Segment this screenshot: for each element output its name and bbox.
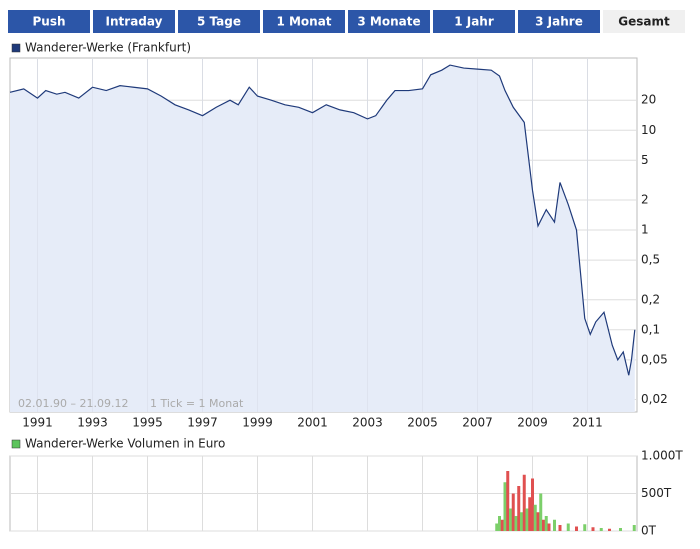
volume-bar bbox=[599, 528, 603, 531]
y-tick-label: 5 bbox=[641, 153, 649, 167]
x-tick-label: 1993 bbox=[77, 416, 108, 430]
tab[interactable] bbox=[263, 10, 345, 33]
volume-bar bbox=[525, 508, 529, 531]
volume-bar bbox=[536, 512, 540, 531]
y-tick-label: 20 bbox=[641, 93, 656, 107]
x-tick-label: 2011 bbox=[572, 416, 603, 430]
y-tick-label: 0,2 bbox=[641, 292, 660, 306]
tab[interactable] bbox=[348, 10, 430, 33]
volume-bar bbox=[503, 482, 507, 531]
volume-bar bbox=[591, 527, 595, 531]
volume-bar bbox=[583, 524, 587, 531]
tab-label[interactable]: 1 Jahr bbox=[454, 15, 494, 29]
volume-bar bbox=[498, 516, 501, 531]
y-tick-label: 0,02 bbox=[641, 392, 668, 406]
legend-swatch bbox=[11, 439, 21, 449]
tab[interactable] bbox=[433, 10, 515, 33]
volume-bar bbox=[509, 508, 512, 531]
price-line bbox=[9, 64, 636, 376]
volume-bar bbox=[528, 497, 532, 531]
volume-bar bbox=[544, 516, 548, 531]
tab[interactable] bbox=[8, 10, 90, 33]
volume-bar bbox=[520, 512, 523, 531]
volume-bar bbox=[575, 526, 578, 531]
volume-bar bbox=[506, 471, 510, 531]
y-tick-label: 0,5 bbox=[641, 253, 660, 267]
tab-label[interactable]: 3 Jahre bbox=[535, 15, 583, 29]
tab-label[interactable]: Push bbox=[32, 15, 65, 29]
y-tick-label: 2 bbox=[641, 192, 649, 206]
price-area bbox=[10, 65, 635, 413]
tab-label[interactable]: 5 Tage bbox=[197, 15, 241, 29]
volume-bar bbox=[566, 523, 570, 531]
legend-swatch bbox=[11, 43, 21, 53]
legend-label: Wanderer-Werke Volumen in Euro bbox=[25, 437, 225, 451]
volume-bar bbox=[533, 504, 537, 531]
x-tick-label: 1997 bbox=[187, 416, 218, 430]
volume-bar bbox=[531, 478, 534, 531]
y-tick-label: 0,1 bbox=[641, 322, 660, 336]
volume-bar bbox=[522, 474, 526, 531]
tab-label[interactable]: 1 Monat bbox=[276, 15, 331, 29]
volume-bar bbox=[608, 528, 611, 531]
y-tick-label: 500T bbox=[641, 486, 672, 500]
volume-bar bbox=[495, 523, 499, 531]
volume-bar bbox=[619, 528, 622, 531]
y-tick-label: 1.000T bbox=[641, 449, 683, 463]
volume-bar bbox=[553, 519, 556, 531]
x-tick-label: 2001 bbox=[297, 416, 328, 430]
y-tick-label: 10 bbox=[641, 123, 656, 137]
volume-bar bbox=[542, 519, 545, 531]
y-tick-label: 1 bbox=[641, 223, 649, 237]
tab[interactable] bbox=[178, 10, 260, 33]
x-tick-label: 2003 bbox=[352, 416, 383, 430]
x-tick-label: 2005 bbox=[407, 416, 438, 430]
tab[interactable] bbox=[603, 10, 685, 33]
x-tick-label: 1995 bbox=[132, 416, 163, 430]
tab-label[interactable]: Gesamt bbox=[618, 15, 670, 29]
tab[interactable] bbox=[518, 10, 600, 33]
annotation: 02.01.90 – 21.09.12 bbox=[18, 397, 128, 410]
volume-bar bbox=[511, 493, 515, 531]
volume-bar bbox=[558, 525, 562, 531]
volume-bar bbox=[547, 523, 551, 531]
tab-label[interactable]: 3 Monate bbox=[357, 15, 420, 29]
legend-label: Wanderer-Werke (Frankfurt) bbox=[25, 41, 191, 55]
y-tick-label: 0T bbox=[641, 524, 657, 538]
volume-bar bbox=[632, 525, 636, 531]
y-tick-label: 0,05 bbox=[641, 352, 668, 366]
annotation: 1 Tick = 1 Monat bbox=[150, 397, 244, 410]
volume-bar bbox=[517, 486, 521, 531]
x-tick-label: 2007 bbox=[462, 416, 493, 430]
volume-bar bbox=[539, 493, 543, 531]
x-tick-label: 1999 bbox=[242, 416, 273, 430]
volume-bar bbox=[514, 516, 518, 531]
tab[interactable] bbox=[93, 10, 175, 33]
tab-label[interactable]: Intraday bbox=[106, 15, 163, 29]
x-tick-label: 1991 bbox=[22, 416, 53, 430]
x-tick-label: 2009 bbox=[517, 416, 548, 430]
volume-bar bbox=[500, 519, 504, 531]
